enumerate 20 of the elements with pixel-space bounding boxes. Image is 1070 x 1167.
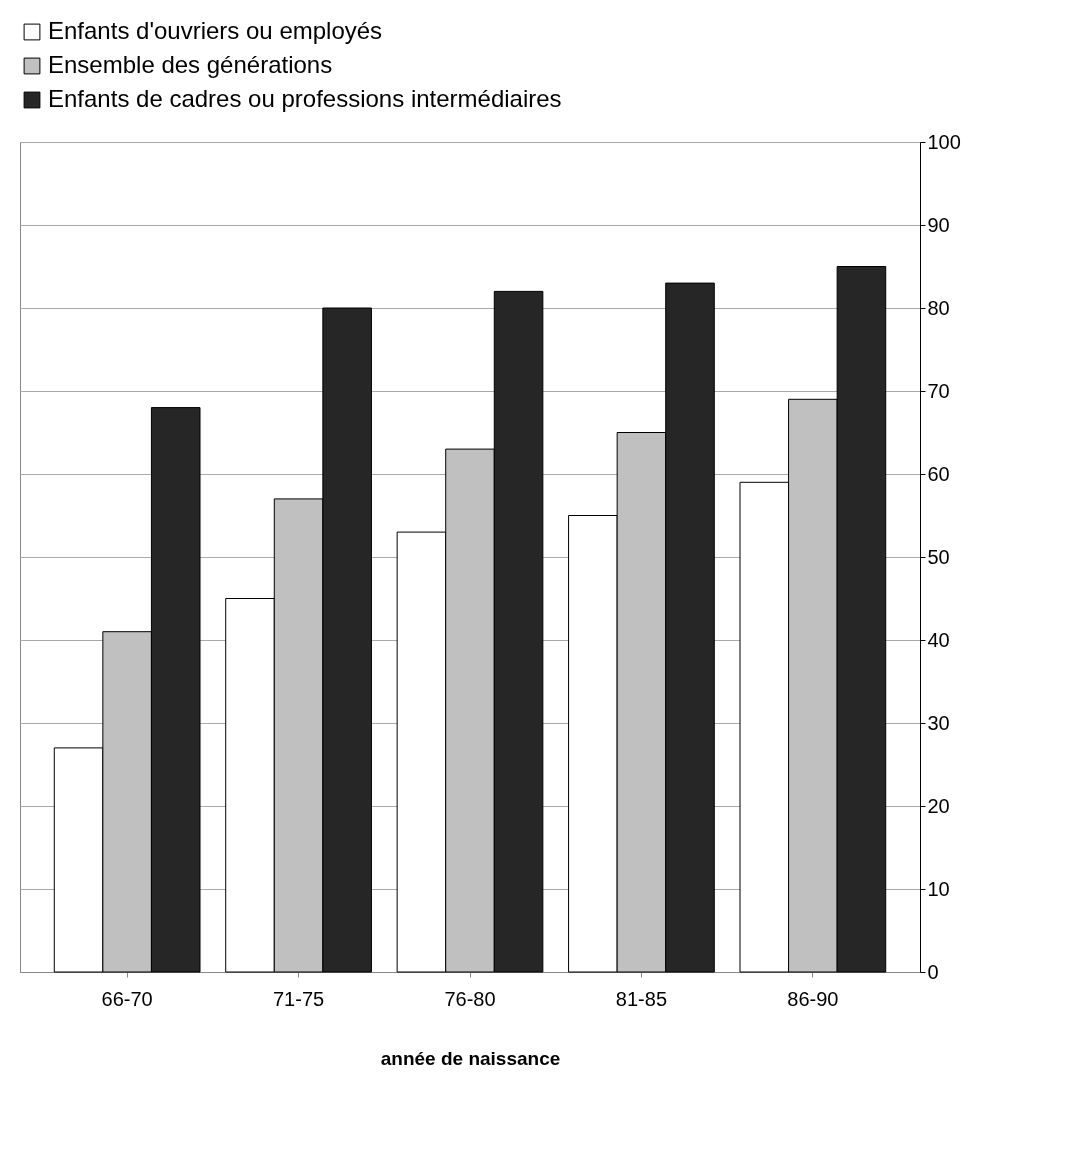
x-tick-label: 66-70 (101, 987, 153, 1010)
x-tick-label: 71-75 (272, 987, 325, 1010)
y-tick-label: 80 (927, 296, 950, 319)
legend-label: Ensemble des générations (48, 51, 333, 78)
y-tick-label: 60 (927, 462, 950, 485)
legend-label: Enfants de cadres ou professions intermédiaires (48, 85, 562, 112)
y-tick-label: 90 (927, 213, 950, 236)
y-tick-label: 30 (927, 711, 950, 734)
x-tick-label: 86-90 (787, 987, 839, 1010)
y-tick-label: 70 (927, 379, 950, 402)
y-tick-label: 0 (927, 960, 939, 983)
y-tick-label: 20 (927, 794, 950, 817)
y-tick-label: 50 (927, 545, 950, 568)
x-tick-label: 81-85 (615, 987, 668, 1010)
y-tick-label: 100 (927, 130, 961, 153)
x-axis-title: année de naissance (380, 1047, 561, 1069)
legend-label: Enfants d'ouvriers ou employés (48, 17, 383, 44)
y-tick-label: 40 (927, 628, 950, 651)
y-tick-label: 10 (927, 877, 950, 900)
x-tick-label: 76-80 (444, 987, 496, 1010)
